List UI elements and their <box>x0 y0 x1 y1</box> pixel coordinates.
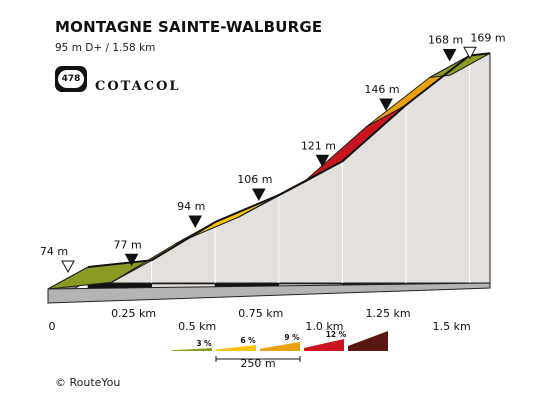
x-tick-label: 0.5 km <box>178 320 216 333</box>
x-tick-label: 1.25 km <box>365 307 410 320</box>
x-tick-label: 1.5 km <box>433 320 471 333</box>
altitude-label: 168 m <box>428 34 463 47</box>
altitude-label: 94 m <box>177 200 205 213</box>
altitude-marker <box>315 154 330 168</box>
altitude-marker <box>442 49 457 62</box>
altitude-label: 121 m <box>301 139 336 152</box>
profile-base-strip <box>47 282 491 304</box>
x-tick-label: 0.25 km <box>111 307 156 320</box>
legend-label: 12 % <box>326 330 347 339</box>
altitude-marker <box>251 188 266 202</box>
altitude-marker <box>61 260 75 274</box>
cotacol-logo-text: COTACOL <box>95 79 181 94</box>
legend-label: 6 % <box>240 336 256 345</box>
climb-summary: 95 m D+ / 1.58 km <box>55 42 156 54</box>
legend-label: 3 % <box>196 339 212 348</box>
legend-swatch <box>260 342 300 351</box>
profile-ridge-line <box>87 52 491 268</box>
x-tick-label: 0 <box>49 320 56 333</box>
page-title: MONTAGNE SAINTE-WALBURGE <box>55 18 323 36</box>
altitude-label: 146 m <box>364 83 399 96</box>
scale-bar-label: 250 m <box>240 357 275 370</box>
altitude-label: 106 m <box>237 173 272 186</box>
altitude-marker <box>188 215 203 229</box>
altitude-label: 77 m <box>113 238 141 251</box>
altitude-label: 74 m <box>40 245 68 258</box>
legend-label: 9 % <box>284 333 300 342</box>
x-tick-label: 1.0 km <box>305 320 343 333</box>
altitude-marker <box>124 253 139 267</box>
legend-swatch <box>216 345 256 351</box>
altitude-label: 169 m <box>470 31 505 44</box>
legend-swatch <box>172 348 212 351</box>
cotacol-number: 478 <box>58 70 84 88</box>
routeyou-credit: © RouteYou <box>55 376 121 389</box>
cotacol-badge: 478 <box>55 66 87 92</box>
x-tick-label: 0.75 km <box>238 307 283 320</box>
altitude-marker <box>463 46 477 60</box>
altitude-marker <box>379 98 393 112</box>
legend-swatch <box>304 339 344 351</box>
legend-swatch <box>348 331 388 351</box>
